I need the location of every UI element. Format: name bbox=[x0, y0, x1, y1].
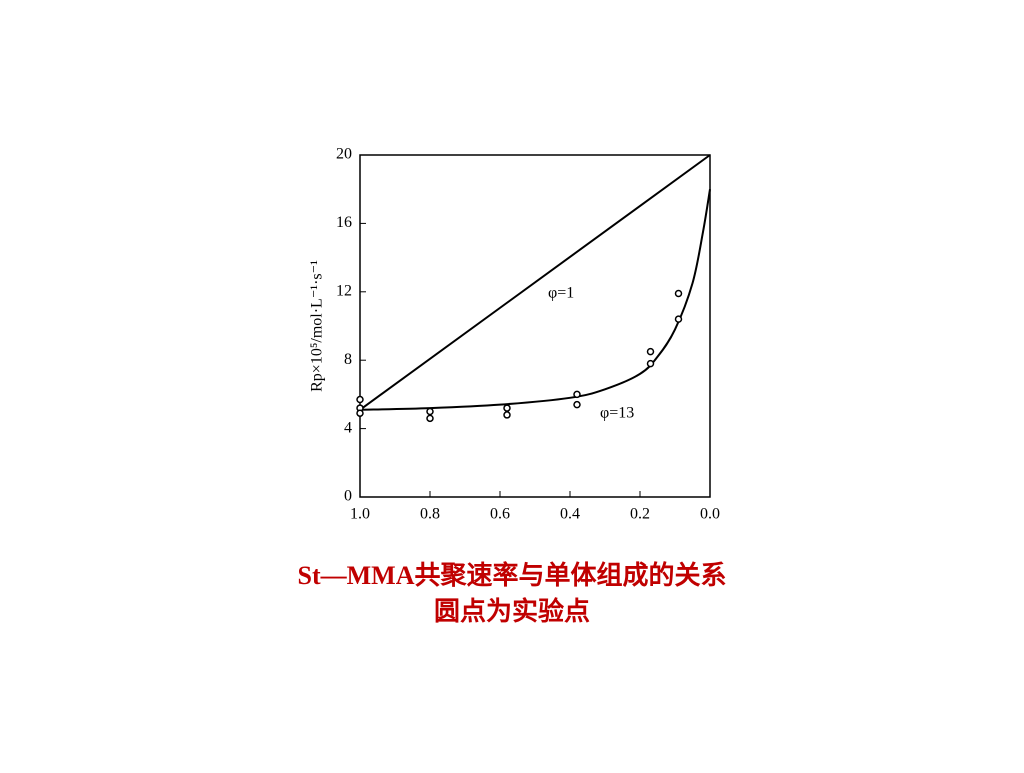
y-axis-label: Rp×10⁵/mol·L⁻¹·s⁻¹ bbox=[309, 260, 326, 392]
data-point bbox=[674, 289, 683, 298]
data-point bbox=[573, 400, 581, 409]
data-point bbox=[646, 347, 655, 356]
y-tick-label: 20 bbox=[336, 146, 352, 163]
series-line bbox=[359, 154, 711, 411]
caption: 圆点为实验点 bbox=[434, 596, 590, 626]
y-tick-label: 12 bbox=[336, 282, 352, 299]
series-label: φ=1 bbox=[548, 285, 574, 302]
data-point bbox=[503, 411, 511, 419]
caption: St—MMA共聚速率与单体组成的关系 bbox=[298, 560, 727, 590]
series-label: φ=13 bbox=[600, 405, 634, 422]
x-tick-label: 0.0 bbox=[700, 506, 720, 523]
x-tick-label: 1.0 bbox=[350, 506, 370, 523]
data-point bbox=[674, 315, 683, 323]
series-line bbox=[359, 189, 711, 411]
data-point bbox=[426, 407, 434, 416]
x-tick-label: 0.4 bbox=[560, 506, 580, 523]
x-tick-label: 0.6 bbox=[490, 506, 510, 523]
data-point bbox=[646, 359, 655, 368]
y-tick-label: 4 bbox=[344, 419, 352, 436]
x-tick-label: 0.8 bbox=[420, 506, 440, 523]
y-tick-label: 0 bbox=[344, 488, 352, 505]
data-point bbox=[503, 404, 511, 412]
y-tick-label: 8 bbox=[344, 351, 352, 368]
x-tick-label: 0.2 bbox=[630, 506, 650, 523]
plot-frame bbox=[359, 154, 711, 498]
data-point bbox=[356, 395, 364, 404]
data-point bbox=[573, 390, 581, 399]
y-tick-label: 16 bbox=[336, 214, 352, 231]
data-point bbox=[426, 414, 434, 423]
data-point bbox=[356, 409, 364, 417]
